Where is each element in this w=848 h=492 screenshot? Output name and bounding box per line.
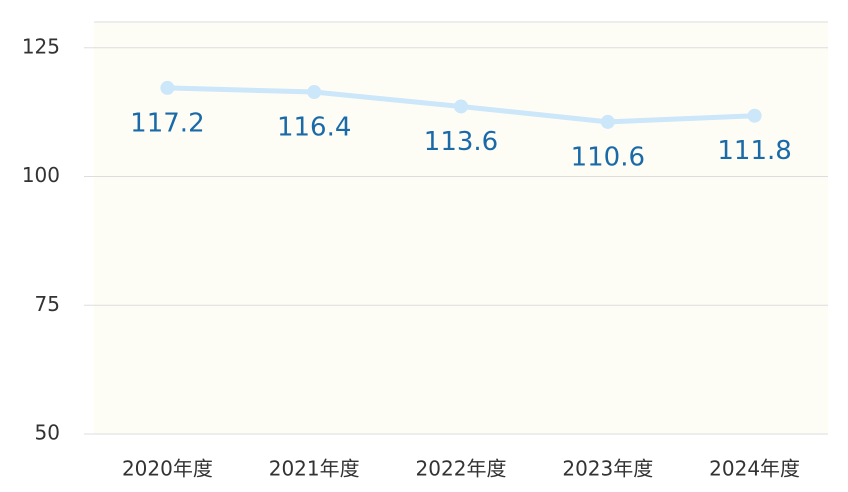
x-tick-label: 2021年度 [269,457,360,481]
y-tick-label: 75 [35,292,60,316]
value-label: 116.4 [277,113,351,143]
point [307,85,322,100]
x-tick-label: 2020年度 [122,457,213,481]
plot-area [94,22,828,434]
point [160,80,175,95]
y-tick-label: 100 [22,163,60,187]
point [747,108,762,123]
y-tick-label: 50 [35,421,60,445]
value-label: 111.8 [717,136,791,166]
value-label: 117.2 [130,108,204,138]
x-tick-label: 2023年度 [562,457,653,481]
point [454,99,468,114]
x-tick-label: 2024年度 [709,457,800,481]
x-tick-label: 2022年度 [416,457,507,481]
value-label: 113.6 [424,127,498,157]
y-tick-label: 125 [22,34,60,58]
point [600,114,615,129]
value-label: 110.6 [571,142,645,172]
